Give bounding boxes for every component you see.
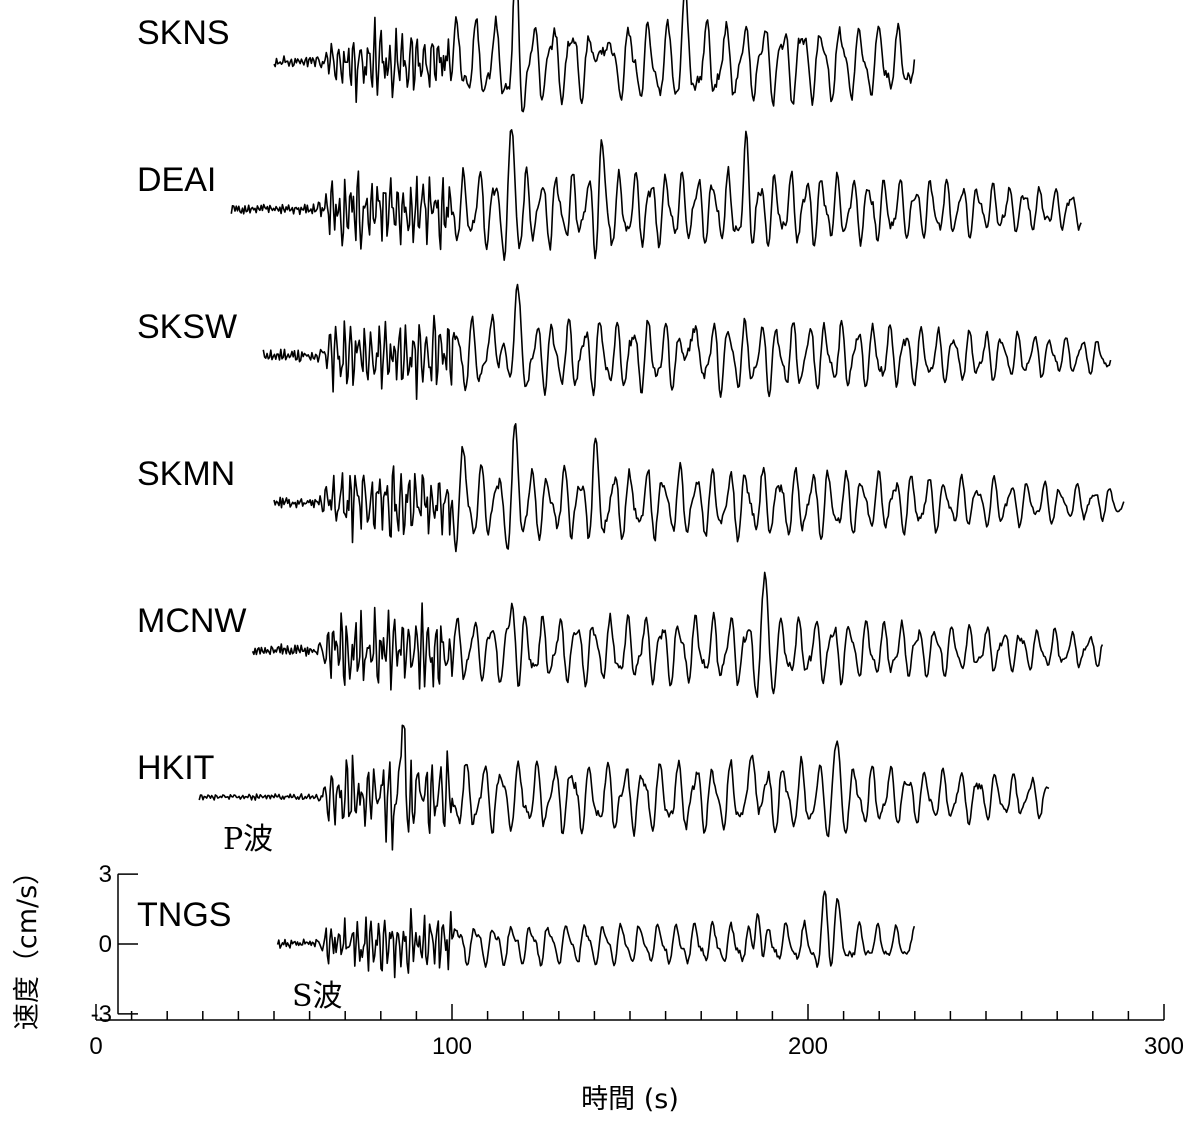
x-axis-title: 時間 (s) <box>581 1084 679 1115</box>
y-axis-title: 速度（cm/s） <box>12 858 43 1030</box>
station-label-mcnw: MCNW <box>137 602 247 640</box>
trace-tngs <box>276 890 916 979</box>
station-label-skmn: SKMN <box>137 455 235 493</box>
annotation-s-wave: S波 <box>292 979 343 1014</box>
station-label-skns: SKNS <box>137 14 230 52</box>
x-tick-label: 300 <box>1144 1033 1184 1060</box>
axes-group: 0 100 200 300 3 0 -3 時間 (s) 速度（cm/s） <box>12 858 1184 1115</box>
x-tick-label: 0 <box>89 1033 102 1060</box>
trace-hkit <box>198 724 1050 851</box>
station-label-hkit: HKIT <box>137 749 214 787</box>
station-label-tngs: TNGS <box>137 896 231 934</box>
trace-mcnw <box>251 571 1104 698</box>
trace-deai <box>230 129 1082 261</box>
trace-sksw <box>262 283 1112 400</box>
station-label-group: SKNS DEAI SKSW SKMN MCNW HKIT TNGS <box>137 14 247 934</box>
tick-group: 0 100 200 300 3 0 -3 <box>89 861 1184 1060</box>
annotation-p-wave: P波 <box>223 822 273 857</box>
x-tick-label: 200 <box>788 1033 828 1060</box>
annotation-group: P波 S波 <box>223 822 343 1014</box>
trace-skmn <box>273 423 1125 553</box>
y-tick-label: 3 <box>99 861 112 888</box>
y-tick-label: 0 <box>99 931 112 958</box>
station-label-sksw: SKSW <box>137 308 237 346</box>
x-tick-label: 100 <box>432 1033 472 1060</box>
y-tick-label: -3 <box>91 1001 112 1028</box>
trace-group <box>198 0 1125 979</box>
station-label-deai: DEAI <box>137 161 216 199</box>
trace-skns <box>273 0 916 113</box>
